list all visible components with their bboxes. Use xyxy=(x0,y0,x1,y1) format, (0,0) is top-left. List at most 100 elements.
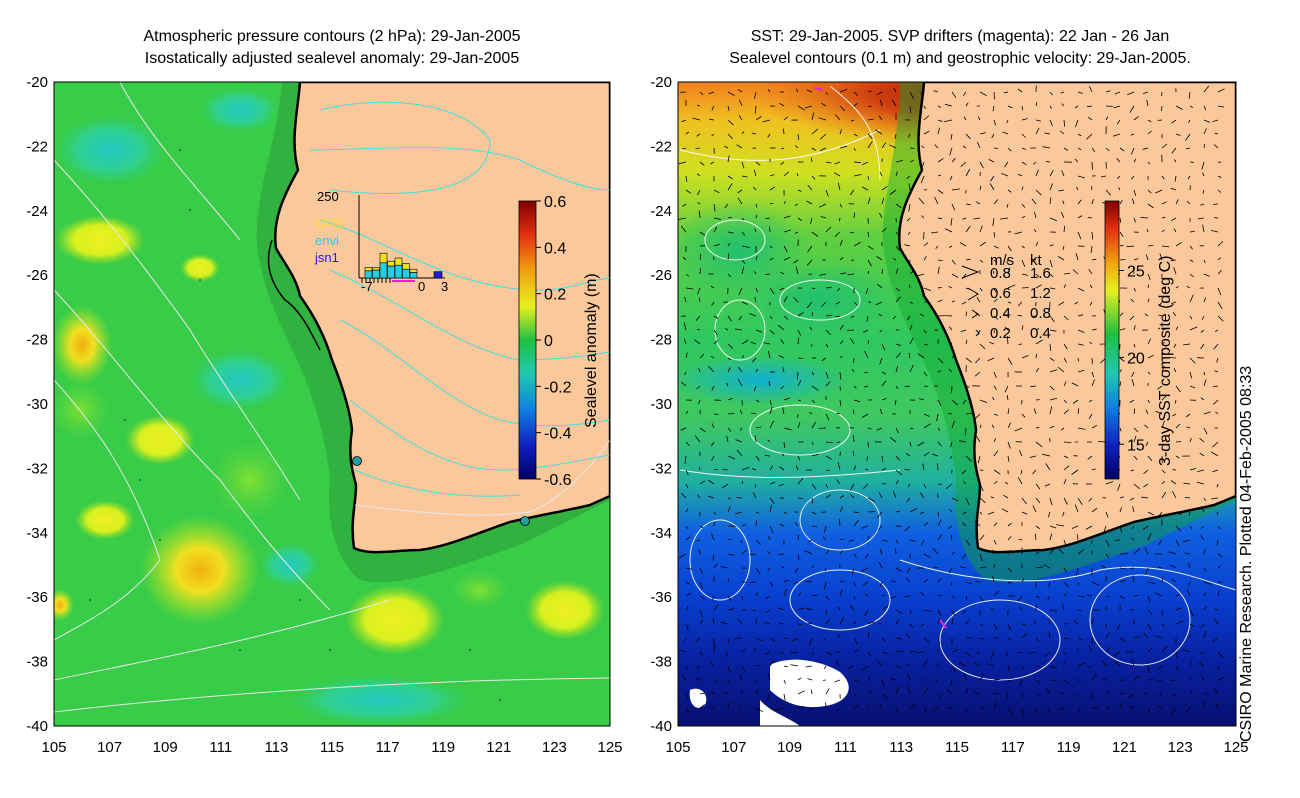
velocity-arrow xyxy=(965,168,971,177)
velocity-arrow xyxy=(1077,408,1080,415)
velocity-arrow xyxy=(794,231,799,234)
velocity-arrow xyxy=(1130,298,1135,303)
velocity-arrow xyxy=(948,567,953,574)
velocity-arrow xyxy=(769,497,775,505)
velocity-arrow xyxy=(685,693,689,699)
velocity-arrow xyxy=(1063,119,1066,127)
velocity-arrow xyxy=(993,480,998,485)
velocity-arrow xyxy=(1189,371,1193,379)
velocity-arrow xyxy=(1045,463,1051,471)
velocity-arrow xyxy=(755,214,758,219)
velocity-arrow xyxy=(948,326,953,331)
velocity-arrow xyxy=(713,644,716,653)
velocity-arrow xyxy=(1161,201,1167,205)
velocity-arrow xyxy=(1129,705,1135,709)
velocity-arrow xyxy=(1147,371,1151,375)
velocity-arrow xyxy=(797,497,804,499)
velocity-arrow xyxy=(765,273,771,275)
velocity-arrow xyxy=(1119,217,1122,223)
velocity-arrow xyxy=(797,592,802,597)
inset-y-top-label: 250 xyxy=(317,189,339,204)
right-y-tick-label: -22 xyxy=(650,138,672,155)
velocity-arrow xyxy=(791,637,799,642)
velocity-arrow xyxy=(988,159,995,163)
velocity-arrow xyxy=(965,203,971,206)
velocity-arrow xyxy=(1076,186,1079,191)
velocity-arrow xyxy=(1074,158,1079,163)
velocity-arrow xyxy=(1035,284,1042,289)
velocity-arrow xyxy=(879,99,883,107)
velocity-arrow xyxy=(825,609,828,615)
velocity-arrow xyxy=(1158,314,1163,317)
velocity-arrow xyxy=(1215,411,1219,415)
velocity-arrow xyxy=(1007,455,1010,462)
velocity-arrow xyxy=(1175,651,1178,658)
velocity-arrow xyxy=(1077,707,1081,712)
velocity-arrow xyxy=(878,492,883,499)
velocity-arrow xyxy=(1033,228,1037,233)
velocity-arrow xyxy=(797,105,805,111)
velocity-arrow xyxy=(1147,245,1154,247)
tide-gauge-esperance[interactable] xyxy=(520,516,530,526)
velocity-arrow xyxy=(923,115,930,121)
velocity-arrow xyxy=(682,147,687,150)
velocity-arrow xyxy=(797,607,805,611)
velocity-arrow xyxy=(697,189,701,196)
velocity-arrow xyxy=(976,297,981,303)
velocity-arrow xyxy=(1147,623,1152,631)
velocity-arrow xyxy=(937,399,942,406)
velocity-arrow xyxy=(864,553,869,559)
velocity-arrow xyxy=(1217,665,1220,670)
velocity-arrow xyxy=(1127,91,1135,96)
velocity-arrow xyxy=(755,426,762,429)
velocity-arrow xyxy=(881,483,886,485)
velocity-arrow xyxy=(864,609,869,616)
velocity-arrow xyxy=(1021,632,1028,639)
velocity-arrow xyxy=(1203,128,1207,135)
velocity-arrow xyxy=(895,385,899,389)
velocity-arrow xyxy=(741,665,746,674)
velocity-arrow xyxy=(1145,567,1149,575)
velocity-legend-row2-kt: 1.2 xyxy=(1030,285,1051,302)
velocity-arrow xyxy=(1119,147,1125,152)
tide-gauge-fremantle[interactable] xyxy=(352,456,362,466)
velocity-arrow xyxy=(975,357,981,364)
velocity-arrow xyxy=(1017,88,1023,93)
velocity-arrow xyxy=(1189,357,1196,364)
velocity-arrow xyxy=(811,112,815,121)
velocity-arrow xyxy=(1119,328,1126,331)
velocity-arrow xyxy=(1090,245,1093,254)
velocity-arrow xyxy=(839,495,845,499)
velocity-arrow xyxy=(852,409,855,415)
velocity-arrow xyxy=(878,313,883,317)
velocity-arrow xyxy=(726,382,729,387)
velocity-arrow xyxy=(711,441,715,447)
velocity-arrow xyxy=(1142,147,1149,150)
velocity-arrow xyxy=(965,581,972,585)
velocity-arrow xyxy=(866,315,869,322)
velocity-arrow xyxy=(727,397,733,401)
velocity-arrow xyxy=(1210,230,1219,233)
velocity-arrow xyxy=(710,707,715,710)
velocity-arrow xyxy=(682,203,687,207)
velocity-arrow xyxy=(879,548,883,555)
velocity-arrow xyxy=(1021,413,1026,418)
velocity-arrow xyxy=(1063,478,1067,485)
velocity-arrow xyxy=(1144,424,1149,429)
velocity-arrow xyxy=(707,479,715,485)
velocity-arrow xyxy=(1116,158,1121,163)
velocity-arrow xyxy=(951,273,959,278)
velocity-arrow xyxy=(1035,119,1041,122)
velocity-arrow xyxy=(697,494,701,499)
velocity-arrow xyxy=(1186,589,1191,597)
velocity-arrow xyxy=(738,115,743,121)
velocity-arrow xyxy=(1032,505,1037,513)
velocity-arrow xyxy=(881,371,887,375)
velocity-arrow xyxy=(976,651,981,654)
velocity-arrow xyxy=(907,673,911,681)
left-y-tick-label: -28 xyxy=(26,332,48,349)
velocity-arrow xyxy=(1175,286,1179,289)
velocity-arrow xyxy=(906,315,911,321)
velocity-arrow xyxy=(825,343,829,348)
velocity-arrow xyxy=(722,469,729,471)
